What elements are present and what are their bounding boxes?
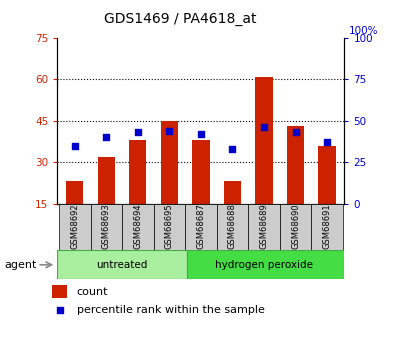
Point xyxy=(71,143,78,148)
Bar xyxy=(153,204,185,250)
Point xyxy=(103,135,109,140)
Point xyxy=(229,146,235,152)
Text: 100%: 100% xyxy=(348,26,377,36)
Text: GSM68694: GSM68694 xyxy=(133,203,142,249)
Bar xyxy=(247,204,279,250)
Point xyxy=(292,130,298,135)
Bar xyxy=(57,250,186,279)
Text: GSM68687: GSM68687 xyxy=(196,203,205,249)
Point xyxy=(323,139,330,145)
Text: GSM68692: GSM68692 xyxy=(70,203,79,249)
Bar xyxy=(223,181,240,204)
Bar xyxy=(216,204,247,250)
Bar xyxy=(129,140,146,204)
Bar xyxy=(160,121,178,204)
Bar xyxy=(279,204,310,250)
Text: GSM68691: GSM68691 xyxy=(322,203,331,249)
Text: agent: agent xyxy=(4,260,36,270)
Bar xyxy=(52,285,67,298)
Bar xyxy=(318,146,335,204)
Text: GSM68689: GSM68689 xyxy=(259,203,268,249)
Bar xyxy=(310,204,342,250)
Bar xyxy=(97,157,115,204)
Bar xyxy=(59,204,90,250)
Point xyxy=(197,131,204,137)
Text: GSM68693: GSM68693 xyxy=(101,203,110,249)
Bar xyxy=(255,77,272,204)
Bar xyxy=(90,204,122,250)
Text: hydrogen peroxide: hydrogen peroxide xyxy=(214,260,312,270)
Text: GSM68688: GSM68688 xyxy=(227,203,236,249)
Bar xyxy=(185,204,216,250)
Text: GSM68695: GSM68695 xyxy=(164,203,173,249)
Text: GSM68690: GSM68690 xyxy=(290,203,299,249)
Bar xyxy=(122,204,153,250)
Text: GDS1469 / PA4618_at: GDS1469 / PA4618_at xyxy=(104,12,256,26)
Bar xyxy=(286,126,303,204)
Bar xyxy=(66,181,83,204)
Text: untreated: untreated xyxy=(96,260,147,270)
Point xyxy=(166,128,172,134)
Text: count: count xyxy=(76,287,108,297)
Bar xyxy=(186,250,344,279)
Bar xyxy=(192,140,209,204)
Text: percentile rank within the sample: percentile rank within the sample xyxy=(76,305,264,315)
Point xyxy=(260,125,267,130)
Point xyxy=(56,307,63,313)
Point xyxy=(134,130,141,135)
